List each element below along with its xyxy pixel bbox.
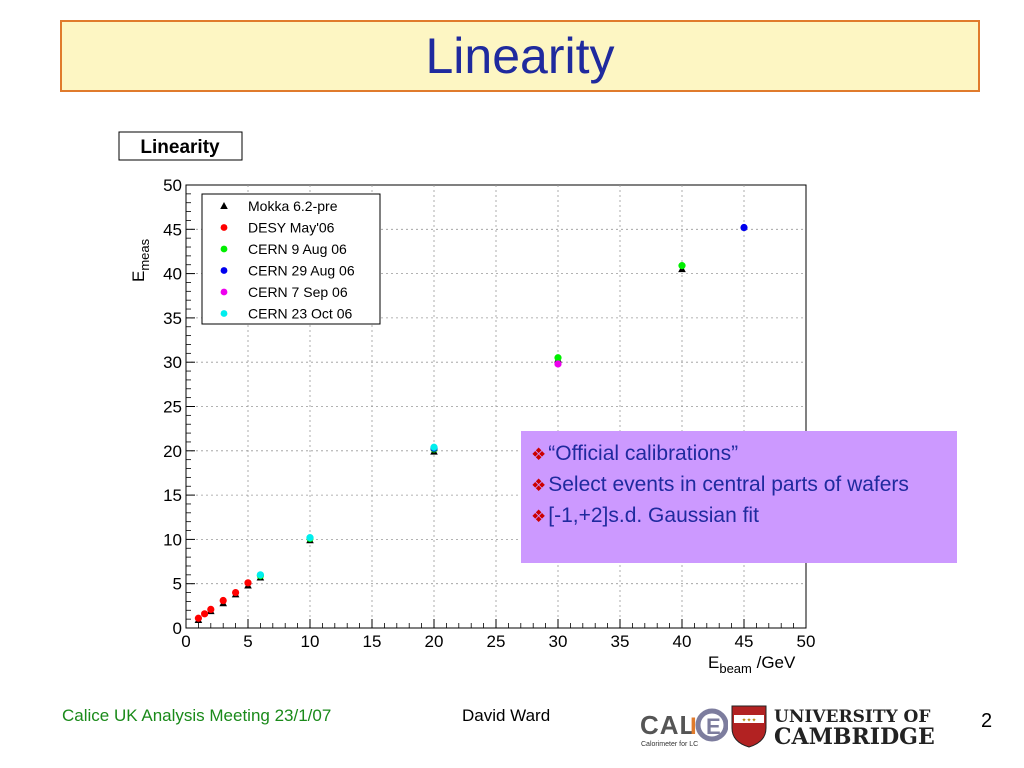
- calice-logo: CAL I E Calorimeter for LC: [638, 704, 728, 748]
- x-axis-label: Ebeam /GeV: [708, 653, 796, 676]
- x-tick-label: 50: [797, 632, 816, 651]
- x-tick-label: 25: [487, 632, 506, 651]
- data-point-series-1: [219, 596, 227, 605]
- y-tick-label: 45: [163, 220, 182, 239]
- svg-text:CAL: CAL: [640, 710, 696, 740]
- data-point-series-4: [554, 360, 562, 368]
- callout-bullet-3: ❖[-1,+2]s.d. Gaussian fit: [531, 504, 759, 527]
- cambridge-logo: ✦✦✦ UNIVERSITY OF CAMBRIDGE: [731, 705, 935, 748]
- legend-marker: [220, 202, 228, 209]
- legend-entry: CERN 23 Oct 06: [248, 306, 352, 322]
- data-point-series-2: [678, 262, 686, 270]
- y-tick-label: 25: [163, 398, 182, 417]
- data-point-series-5: [430, 443, 438, 451]
- x-tick-label: 0: [181, 632, 190, 651]
- y-axis-label: Emeas: [129, 238, 152, 282]
- x-tick-label: 40: [673, 632, 692, 651]
- data-point-series-3: [740, 223, 748, 232]
- y-tick-label: 10: [163, 530, 182, 549]
- x-tick-label: 5: [243, 632, 252, 651]
- legend-marker: [220, 224, 228, 231]
- legend-entry: CERN 9 Aug 06: [248, 241, 347, 257]
- legend-entry: CERN 7 Sep 06: [248, 284, 348, 300]
- svg-text:I: I: [690, 713, 697, 740]
- y-tick-label: 50: [163, 176, 182, 195]
- data-point-series-5: [306, 534, 314, 542]
- x-tick-label: 10: [301, 632, 320, 651]
- data-point-series-1: [207, 605, 215, 613]
- y-tick-label: 35: [163, 309, 182, 328]
- data-point-series-5: [256, 571, 264, 579]
- data-point-series-2: [554, 354, 562, 362]
- svg-text:UNIVERSITY OF: UNIVERSITY OF: [774, 707, 930, 727]
- diamond-bullet-icon: ❖: [531, 445, 547, 464]
- x-tick-label: 15: [363, 632, 382, 651]
- linearity-chart: Linearity 0 5 10 15 20 25 30 35 40 45 50 0 5 10 15 20 25 3…: [118, 131, 816, 676]
- svg-text:CAMBRIDGE: CAMBRIDGE: [774, 724, 935, 748]
- page-number: 2: [981, 710, 993, 732]
- callout-bullet-2: ❖Select events in central parts of wafer…: [531, 473, 909, 496]
- y-tick-label: 5: [173, 575, 182, 594]
- x-tick-label: 20: [425, 632, 444, 651]
- y-tick-label: 30: [163, 353, 182, 372]
- y-tick-label: 15: [163, 486, 182, 505]
- y-tick-label: 0: [173, 619, 182, 638]
- footer-author: David Ward: [462, 706, 551, 725]
- svg-text:Calorimeter for LC: Calorimeter for LC: [641, 741, 698, 748]
- legend-marker: [220, 267, 228, 274]
- legend-entry: Mokka 6.2-pre: [248, 198, 338, 214]
- data-point-series-1: [201, 610, 209, 618]
- slide-title-box: Linearity: [60, 20, 980, 92]
- y-tick-label: 40: [163, 265, 182, 284]
- x-tick-label: 45: [735, 632, 754, 651]
- legend-entry: DESY May'06: [248, 220, 335, 236]
- footer-meeting: Calice UK Analysis Meeting 23/1/07: [62, 706, 332, 725]
- chart-title: Linearity: [140, 137, 220, 158]
- diamond-bullet-icon: ❖: [531, 507, 547, 526]
- data-point-series-1: [194, 614, 202, 622]
- x-tick-label: 35: [611, 632, 630, 651]
- y-tick-label: 20: [163, 442, 182, 461]
- chart-title-box: [118, 131, 243, 161]
- data-point-series-1: [232, 588, 240, 597]
- legend-box: [201, 193, 381, 325]
- svg-text:E: E: [706, 714, 721, 739]
- slide-title: Linearity: [425, 28, 615, 84]
- callout-bullet-1: ❖“Official calibrations”: [531, 442, 739, 465]
- legend-marker: [220, 245, 228, 253]
- x-tick-label: 30: [549, 632, 568, 651]
- callout-box: ❖“Official calibrations” ❖Select events …: [521, 431, 957, 563]
- diamond-bullet-icon: ❖: [531, 476, 547, 495]
- data-point-series-1: [244, 579, 252, 587]
- svg-text:✦✦✦: ✦✦✦: [741, 717, 756, 724]
- legend-marker: [220, 288, 228, 296]
- legend-marker: [220, 310, 228, 317]
- legend-entry: CERN 29 Aug 06: [248, 263, 355, 279]
